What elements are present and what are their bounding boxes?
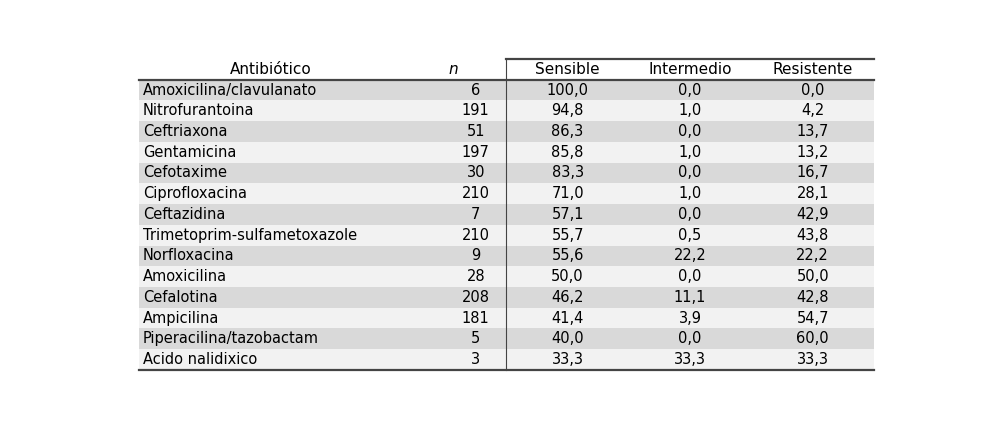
- Text: 33,3: 33,3: [674, 352, 706, 367]
- Text: Norfloxacina: Norfloxacina: [142, 248, 234, 264]
- Text: 3: 3: [471, 352, 480, 367]
- Text: 0,5: 0,5: [679, 228, 701, 243]
- Text: 85,8: 85,8: [551, 145, 584, 160]
- Bar: [138, 225, 874, 245]
- Text: Amoxicilina/clavulanato: Amoxicilina/clavulanato: [142, 82, 317, 98]
- Text: 3,9: 3,9: [679, 310, 701, 326]
- Bar: [138, 287, 874, 308]
- Text: Ciprofloxacina: Ciprofloxacina: [142, 186, 247, 201]
- Bar: [138, 142, 874, 162]
- Text: n: n: [449, 62, 458, 77]
- Text: 46,2: 46,2: [551, 290, 584, 305]
- Text: 30: 30: [466, 165, 485, 181]
- Bar: [138, 245, 874, 266]
- Text: 9: 9: [471, 248, 480, 264]
- Text: Nitrofurantoina: Nitrofurantoina: [142, 103, 254, 118]
- Text: Cefalotina: Cefalotina: [142, 290, 217, 305]
- Text: 6: 6: [471, 82, 480, 98]
- Text: 100,0: 100,0: [546, 82, 589, 98]
- Text: 1,0: 1,0: [679, 186, 701, 201]
- Text: 0,0: 0,0: [679, 165, 701, 181]
- Bar: [138, 204, 874, 225]
- Text: Ceftazidina: Ceftazidina: [142, 207, 225, 222]
- Text: Sensible: Sensible: [535, 62, 600, 77]
- Bar: [138, 100, 874, 121]
- Text: 210: 210: [461, 186, 490, 201]
- Text: Amoxicilina: Amoxicilina: [142, 269, 227, 284]
- Text: 41,4: 41,4: [551, 310, 584, 326]
- Bar: [138, 59, 874, 80]
- Text: 33,3: 33,3: [551, 352, 584, 367]
- Text: 33,3: 33,3: [796, 352, 829, 367]
- Text: Acido nalidixico: Acido nalidixico: [142, 352, 257, 367]
- Text: 43,8: 43,8: [796, 228, 829, 243]
- Text: 94,8: 94,8: [551, 103, 584, 118]
- Bar: [138, 329, 874, 349]
- Text: 42,8: 42,8: [796, 290, 829, 305]
- Text: 54,7: 54,7: [796, 310, 829, 326]
- Text: 13,2: 13,2: [796, 145, 829, 160]
- Text: 22,2: 22,2: [674, 248, 706, 264]
- Text: 28: 28: [466, 269, 485, 284]
- Bar: [138, 80, 874, 100]
- Text: 13,7: 13,7: [796, 124, 829, 139]
- Text: 0,0: 0,0: [679, 207, 701, 222]
- Text: 1,0: 1,0: [679, 145, 701, 160]
- Bar: [138, 183, 874, 204]
- Text: Trimetoprim-sulfametoxazole: Trimetoprim-sulfametoxazole: [142, 228, 357, 243]
- Text: 51: 51: [466, 124, 485, 139]
- Text: 55,6: 55,6: [551, 248, 584, 264]
- Text: 208: 208: [461, 290, 490, 305]
- Text: 50,0: 50,0: [796, 269, 829, 284]
- Text: 181: 181: [461, 310, 490, 326]
- Text: 1,0: 1,0: [679, 103, 701, 118]
- Text: 40,0: 40,0: [551, 331, 584, 346]
- Text: Ampicilina: Ampicilina: [142, 310, 219, 326]
- Text: 57,1: 57,1: [551, 207, 584, 222]
- Text: 0,0: 0,0: [679, 269, 701, 284]
- Text: 5: 5: [471, 331, 480, 346]
- Text: 191: 191: [461, 103, 490, 118]
- Text: Cefotaxime: Cefotaxime: [142, 165, 226, 181]
- Bar: [138, 349, 874, 370]
- Text: 42,9: 42,9: [796, 207, 829, 222]
- Text: 83,3: 83,3: [551, 165, 584, 181]
- Text: Resistente: Resistente: [773, 62, 853, 77]
- Text: 71,0: 71,0: [551, 186, 584, 201]
- Bar: [138, 121, 874, 142]
- Text: 16,7: 16,7: [796, 165, 829, 181]
- Text: 0,0: 0,0: [679, 124, 701, 139]
- Text: 210: 210: [461, 228, 490, 243]
- Text: 0,0: 0,0: [679, 331, 701, 346]
- Text: 4,2: 4,2: [801, 103, 824, 118]
- Text: 197: 197: [461, 145, 490, 160]
- Text: 86,3: 86,3: [551, 124, 584, 139]
- Text: 7: 7: [471, 207, 480, 222]
- Text: 0,0: 0,0: [801, 82, 824, 98]
- Text: 55,7: 55,7: [551, 228, 584, 243]
- Bar: [138, 162, 874, 183]
- Text: 0,0: 0,0: [679, 82, 701, 98]
- Text: 28,1: 28,1: [796, 186, 829, 201]
- Text: Gentamicina: Gentamicina: [142, 145, 236, 160]
- Text: Intermedio: Intermedio: [648, 62, 732, 77]
- Text: Antibiótico: Antibiótico: [229, 62, 311, 77]
- Text: 22,2: 22,2: [796, 248, 829, 264]
- Text: 60,0: 60,0: [796, 331, 829, 346]
- Text: 11,1: 11,1: [674, 290, 706, 305]
- Text: 50,0: 50,0: [551, 269, 584, 284]
- Text: Ceftriaxona: Ceftriaxona: [142, 124, 227, 139]
- Bar: [138, 266, 874, 287]
- Text: Piperacilina/tazobactam: Piperacilina/tazobactam: [142, 331, 319, 346]
- Bar: [138, 308, 874, 329]
